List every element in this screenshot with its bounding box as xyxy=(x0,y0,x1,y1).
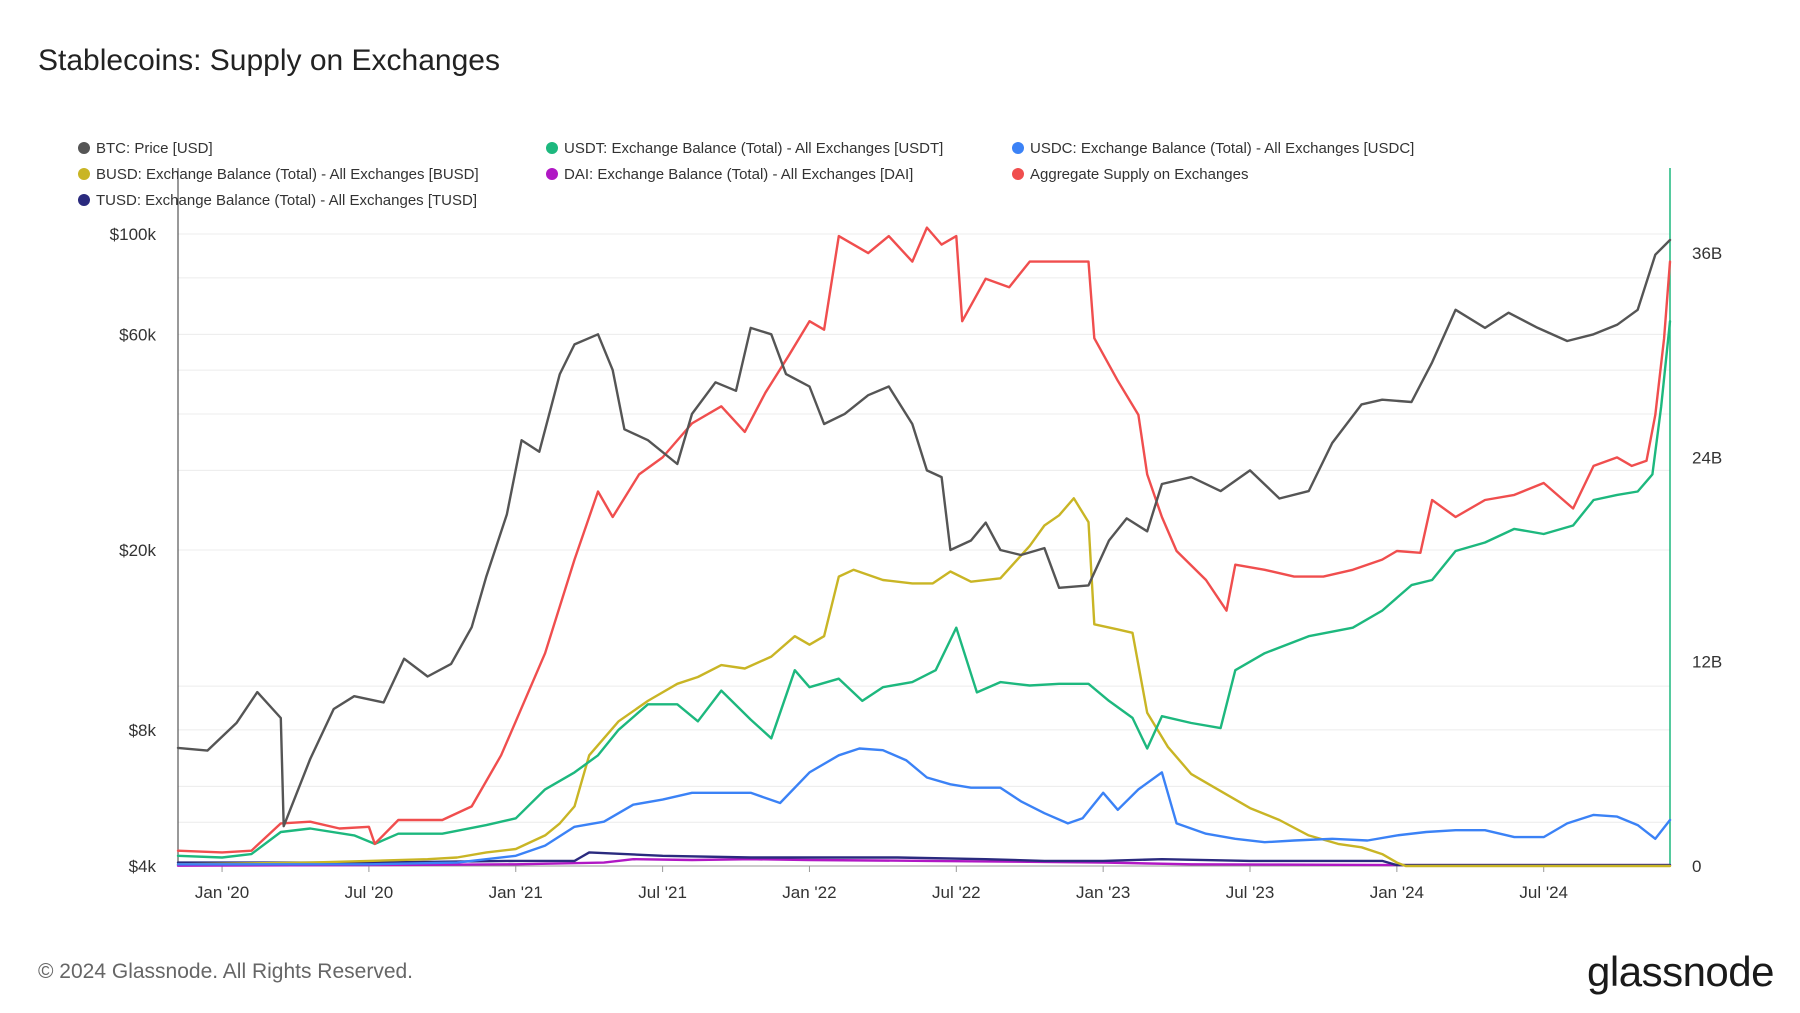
legend-label: USDT: Exchange Balance (Total) - All Exc… xyxy=(564,139,944,157)
y-right-tick-label: 36B xyxy=(1692,244,1722,263)
legend-dot-icon xyxy=(1012,168,1024,180)
y-right-tick-label: 24B xyxy=(1692,448,1722,467)
y-left-tick-label: $100k xyxy=(110,225,157,244)
x-tick-label: Jul '21 xyxy=(638,883,687,902)
series-line-aggregate-supply-on-exchanges xyxy=(176,226,1672,854)
series-line-usdc xyxy=(176,747,1672,866)
series-line-btc xyxy=(176,238,1672,828)
legend-dot-icon xyxy=(1012,142,1024,154)
x-tick-label: Jan '22 xyxy=(782,883,836,902)
legend-item-aggregate[interactable]: Aggregate Supply on Exchanges xyxy=(1012,164,1482,184)
x-tick-label: Jul '20 xyxy=(345,883,394,902)
legend-item-usdt[interactable]: USDT: Exchange Balance (Total) - All Exc… xyxy=(546,138,1012,158)
y-left-tick-label: $20k xyxy=(119,541,156,560)
legend-item-dai[interactable]: DAI: Exchange Balance (Total) - All Exch… xyxy=(546,164,1012,184)
y-left-tick-label: $4k xyxy=(129,857,157,876)
legend-item-btc-price[interactable]: BTC: Price [USD] xyxy=(78,138,546,158)
x-tick-label: Jan '20 xyxy=(195,883,249,902)
x-tick-label: Jan '21 xyxy=(489,883,543,902)
legend-label: BTC: Price [USD] xyxy=(96,139,213,157)
legend-dot-icon xyxy=(546,168,558,180)
x-tick-label: Jan '23 xyxy=(1076,883,1130,902)
copyright-text: © 2024 Glassnode. All Rights Reserved. xyxy=(38,960,414,983)
legend-label: Aggregate Supply on Exchanges xyxy=(1030,165,1249,183)
x-tick-label: Jan '24 xyxy=(1370,883,1424,902)
legend-label: TUSD: Exchange Balance (Total) - All Exc… xyxy=(96,191,477,209)
y-right-tick-label: 12B xyxy=(1692,653,1722,672)
legend-dot-icon xyxy=(78,168,90,180)
y-left-tick-label: $60k xyxy=(119,325,156,344)
series-line-busd xyxy=(176,497,1672,868)
legend: BTC: Price [USD] USDT: Exchange Balance … xyxy=(78,138,1578,210)
legend-dot-icon xyxy=(78,194,90,206)
legend-item-usdc[interactable]: USDC: Exchange Balance (Total) - All Exc… xyxy=(1012,138,1482,158)
legend-dot-icon xyxy=(78,142,90,154)
legend-label: USDC: Exchange Balance (Total) - All Exc… xyxy=(1030,139,1415,157)
series-line-usdt xyxy=(176,320,1672,859)
y-right-tick-label: 0 xyxy=(1692,857,1701,876)
legend-label: DAI: Exchange Balance (Total) - All Exch… xyxy=(564,165,914,183)
legend-dot-icon xyxy=(546,142,558,154)
series-line-dai xyxy=(176,858,1672,867)
glassnode-logo: glassnode xyxy=(1587,948,1774,995)
x-tick-label: Jul '24 xyxy=(1519,883,1568,902)
y-left-tick-label: $8k xyxy=(129,721,157,740)
x-tick-label: Jul '23 xyxy=(1226,883,1275,902)
legend-item-tusd[interactable]: TUSD: Exchange Balance (Total) - All Exc… xyxy=(78,190,546,210)
x-tick-label: Jul '22 xyxy=(932,883,981,902)
chart-title: Stablecoins: Supply on Exchanges xyxy=(38,44,500,77)
series-line-tusd xyxy=(176,851,1672,867)
legend-item-busd[interactable]: BUSD: Exchange Balance (Total) - All Exc… xyxy=(78,164,546,184)
legend-label: BUSD: Exchange Balance (Total) - All Exc… xyxy=(96,165,479,183)
